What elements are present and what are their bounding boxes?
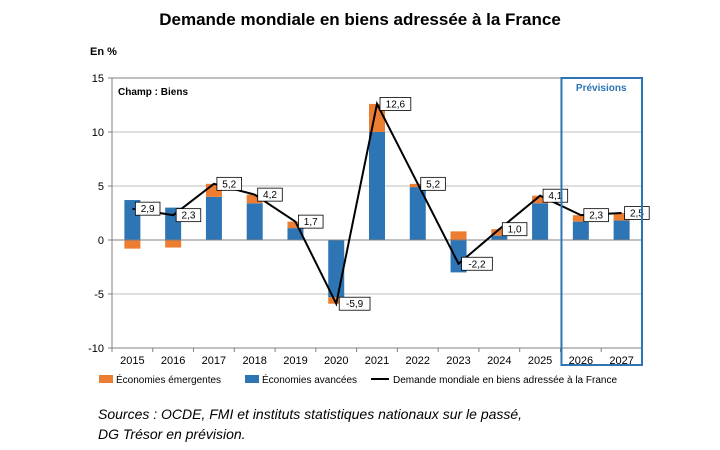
x-tick-label: 2025: [528, 355, 552, 367]
legend-label-emergentes: Économies émergentes: [116, 373, 221, 386]
bar-economies-avancees: [205, 196, 222, 240]
data-label: 2,5: [630, 209, 644, 220]
data-label-box: [338, 296, 371, 311]
data-label: -2,2: [468, 259, 486, 270]
bars-layer: [112, 103, 642, 304]
data-label: 5,2: [426, 179, 440, 190]
line-layer: [132, 100, 622, 307]
y-tick-label: 15: [92, 73, 104, 85]
x-tick-label: 2016: [161, 355, 185, 367]
data-label: 1,0: [508, 225, 522, 236]
forecast-label: Prévisions: [576, 83, 627, 94]
data-label: 2,3: [589, 211, 603, 222]
x-tick-label: 2018: [242, 355, 266, 367]
y-tick-label: 10: [92, 127, 104, 139]
bar-economies-emergentes: [287, 221, 304, 229]
data-label: 2,9: [141, 204, 155, 215]
x-tick-label: 2020: [324, 355, 348, 367]
data-labels-layer: 2,9 2,3 5,2 4,2 1,7 -5,9 12,6 5,2 -2,2 1,0 4,1 2,3 2…: [134, 97, 650, 311]
chart-canvas: 2,9 2,3 5,2 4,2 1,7 -5,9 12,6 5,2 -2,2 1,0 4,1 2,3 2…: [88, 73, 650, 386]
x-tick-label: 2017: [202, 355, 226, 367]
forecast-layer: Prévisions: [560, 77, 644, 366]
x-tick-label: 2023: [446, 355, 470, 367]
y-tick-label: 5: [98, 181, 104, 193]
bar-economies-avancees: [532, 203, 549, 240]
data-label: 1,7: [304, 217, 318, 228]
data-label-box: [501, 222, 528, 237]
champ-annotation: Champ : Biens: [118, 87, 188, 98]
data-label: 2,3: [182, 211, 196, 222]
legend-label-avancees: Économies avancées: [262, 373, 357, 386]
data-label-box: [134, 201, 161, 216]
legend-label-demande: Demande mondiale en biens adressée à la …: [393, 375, 617, 386]
y-tick-label: -5: [94, 289, 104, 301]
x-tick-label: 2019: [283, 355, 307, 367]
source-line-1: Sources : OCDE, FMI et instituts statist…: [98, 406, 523, 422]
data-label-box: [379, 97, 412, 111]
bar-economies-avancees: [613, 220, 630, 240]
bar-economies-avancees: [409, 187, 426, 240]
data-label: -5,9: [346, 299, 364, 310]
data-label-box: [420, 176, 446, 191]
bar-economies-emergentes: [572, 215, 589, 222]
chart-title: Demande mondiale en biens adressée à la …: [159, 10, 561, 29]
source-line-2: DG Trésor en prévision.: [98, 426, 246, 442]
x-tick-label: 2021: [365, 355, 389, 367]
x-tick-label: 2015: [120, 355, 144, 367]
data-label: 5,2: [222, 179, 236, 190]
data-label: 4,2: [263, 190, 277, 201]
legend-swatch-avancees: [245, 375, 259, 383]
bar-economies-avancees: [491, 235, 508, 240]
data-label: 12,6: [386, 99, 406, 110]
data-label-box: [175, 208, 202, 223]
y-axis-unit: En %: [90, 46, 117, 58]
legend: Économies émergentes Économies avancées De…: [99, 373, 617, 386]
data-label-box: [257, 187, 283, 202]
data-label: 4,1: [548, 191, 562, 202]
data-label-box: [583, 208, 609, 223]
data-label-box: [216, 176, 242, 191]
bar-economies-avancees: [572, 221, 589, 240]
bar-economies-emergentes: [165, 240, 182, 248]
bar-economies-avancees: [246, 203, 263, 240]
demand-line: [132, 100, 622, 307]
bar-economies-avancees: [369, 132, 385, 240]
source-note: Sources : OCDE, FMI et instituts statist…: [98, 404, 522, 444]
data-label-box: [461, 256, 493, 271]
bar-economies-emergentes: [491, 229, 508, 236]
legend-swatch-emergentes: [99, 375, 113, 383]
axis-layer: 15 10 5 0 -5 -10 2015 2016 2017 2018 2019 2020 2021 2…: [88, 73, 643, 367]
y-tick-label: 0: [98, 235, 104, 247]
bar-economies-avancees: [287, 228, 304, 240]
data-label-box: [624, 206, 650, 220]
forecast-box: [560, 77, 644, 366]
y-tick-label: -10: [88, 343, 104, 355]
x-tick-label: 2024: [487, 355, 511, 367]
bar-economies-emergentes: [532, 195, 549, 204]
bar-economies-emergentes: [450, 231, 467, 240]
bar-economies-avancees: [328, 240, 345, 298]
data-label-box: [298, 214, 324, 229]
x-tick-label: 2022: [406, 355, 430, 367]
bar-economies-emergentes: [124, 240, 141, 249]
bar-economies-emergentes: [613, 213, 630, 221]
bar-economies-emergentes: [246, 194, 263, 204]
